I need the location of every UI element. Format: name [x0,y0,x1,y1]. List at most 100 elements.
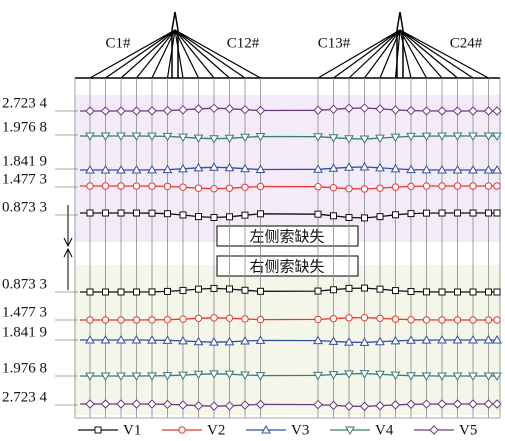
level-label: 1.477 3 [2,171,47,187]
marker [485,317,491,323]
level-label: 1.841 9 [2,324,47,340]
marker [118,317,124,323]
marker [118,210,124,216]
stay-cable [90,30,175,78]
marker [423,317,429,323]
level-label: 0.873 3 [2,276,47,292]
marker [346,315,352,321]
marker [211,315,217,321]
marker [377,315,383,321]
marker [377,286,383,292]
marker [211,214,217,220]
marker [134,210,140,216]
marker [195,315,201,321]
marker [346,215,352,221]
marker [393,212,399,218]
marker [439,183,445,189]
marker [133,183,139,189]
marker [454,317,460,323]
marker [258,288,264,294]
stay-cable [175,30,230,78]
marker [103,289,109,295]
marker [361,314,367,320]
marker [439,317,445,323]
legend-label: V3 [291,422,309,438]
marker [494,183,500,189]
marker [87,210,93,216]
marker [195,185,201,191]
marker [408,289,414,295]
marker [133,317,139,323]
marker [408,317,414,323]
marker [315,288,321,294]
marker [118,183,124,189]
marker [455,289,461,295]
marker [165,288,171,294]
marker [257,316,263,322]
marker [439,210,445,216]
arrow-down [64,205,72,246]
marker [226,185,232,191]
marker [149,289,155,295]
marker [470,183,476,189]
cable-label: C13# [318,35,351,51]
legend-label: V2 [207,422,225,438]
marker [180,287,186,293]
marker [346,186,352,192]
marker [486,210,492,216]
marker [408,183,414,189]
marker [164,183,170,189]
bridge-figure: 左侧索缺失 右侧索缺失 C1# C12# C13# C24# 2.723 41.… [0,0,505,441]
marker [361,186,367,192]
marker [87,289,93,295]
marker [315,211,321,217]
marker [392,184,398,190]
marker [486,289,492,295]
level-label: 1.976 8 [2,119,47,135]
marker [257,183,263,189]
stay-cable [349,30,400,78]
marker [180,212,186,218]
marker [439,289,445,295]
marker [315,184,321,190]
cable-label: C1# [105,35,131,51]
marker [242,212,248,218]
marker [103,210,109,216]
marker [362,215,368,221]
top-panel [75,95,500,242]
marker [164,316,170,322]
marker [424,210,430,216]
marker [242,287,248,293]
marker [454,183,460,189]
marker [330,184,336,190]
legend-label: V5 [459,422,477,438]
legend-label: V1 [123,422,141,438]
marker [423,183,429,189]
marker [424,289,430,295]
marker [102,317,108,323]
legend-label: V4 [375,422,394,438]
marker [494,210,500,216]
marker [134,289,140,295]
marker [227,214,233,220]
marker [470,210,476,216]
marker [377,214,383,220]
marker [165,211,171,217]
arrow-up [64,249,72,290]
marker [242,316,248,322]
stay-cable [365,30,401,78]
marker [362,285,368,291]
cable-label: C24# [450,35,483,51]
marker [330,315,336,321]
level-label: 2.723 4 [2,95,48,111]
marker [485,183,491,189]
marker [455,210,461,216]
marker [315,316,321,322]
marker [408,211,414,217]
marker [494,289,500,295]
marker [227,286,233,292]
marker [149,210,155,216]
marker [180,316,186,322]
marker [470,317,476,323]
marker [470,289,476,295]
